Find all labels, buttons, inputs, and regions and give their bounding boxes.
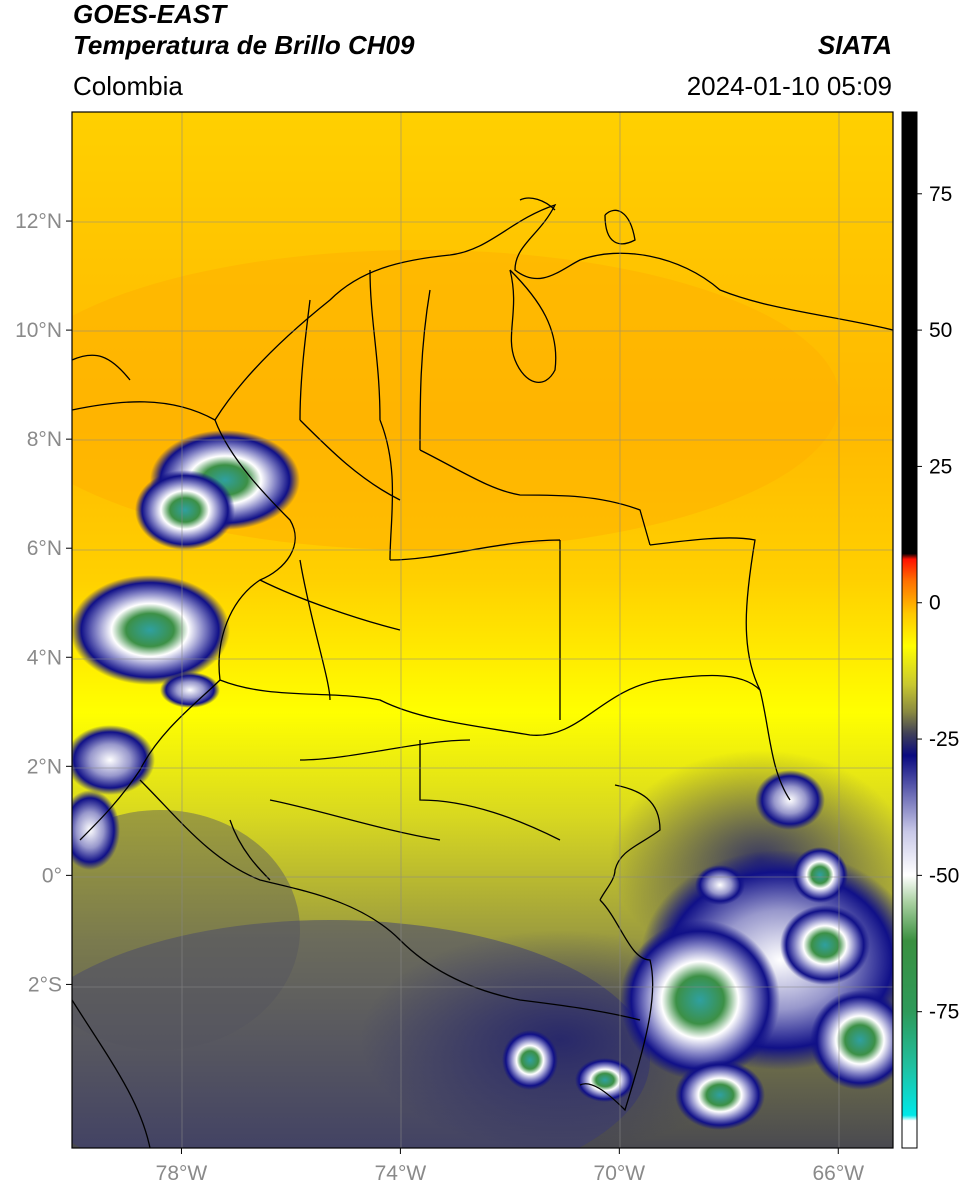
boundaries [72, 197, 893, 1148]
brand-label: SIATA [817, 30, 892, 60]
colorbar-tick-label: -25 [929, 728, 959, 751]
colorbar-tick-label: -50 [929, 864, 959, 887]
colorbar-frame [901, 111, 918, 1149]
colorbar-tick-label: 0 [929, 592, 941, 615]
colorbar-tick-label: -75 [929, 1001, 959, 1024]
lat-tick-label: 10°N [15, 319, 62, 342]
map-frame [71, 111, 894, 1149]
lon-tick-label: 74°W [375, 1162, 427, 1185]
lat-tick-label: 12°N [15, 210, 62, 233]
longitude-ticks: 78°W 74°W 70°W 66°W [156, 1148, 864, 1185]
lat-tick-label: 8°N [27, 428, 62, 451]
lat-tick-label: 2°N [27, 755, 62, 778]
colorbar-ramp [902, 112, 917, 1148]
title-line-1: GOES-EAST [73, 0, 227, 29]
lon-tick-label: 78°W [156, 1162, 208, 1185]
brightness-temperature-field [72, 112, 893, 1148]
colorbar-tick-label: 75 [929, 183, 952, 206]
graticule [72, 112, 893, 1148]
lat-tick-label: 2°S [28, 973, 62, 996]
lon-tick-label: 70°W [594, 1162, 646, 1185]
colorbar-tick-label: 50 [929, 319, 952, 342]
lat-tick-label: 6°N [27, 537, 62, 560]
lon-tick-label: 66°W [812, 1162, 864, 1185]
lat-tick-label: 4°N [27, 646, 62, 669]
latitude-ticks: 12°N 10°N 8°N 6°N 4°N 2°N 0° 2°S [15, 210, 72, 996]
lat-tick-label: 0° [42, 864, 62, 887]
timestamp-label: 2024-01-10 05:09 [686, 71, 892, 101]
title-line-2: Temperatura de Brillo CH09 [73, 30, 415, 60]
region-label: Colombia [73, 71, 183, 101]
colorbar: 75 50 25 0 -25 -50 -75 [901, 111, 959, 1149]
colorbar-tick-label: 25 [929, 455, 952, 478]
